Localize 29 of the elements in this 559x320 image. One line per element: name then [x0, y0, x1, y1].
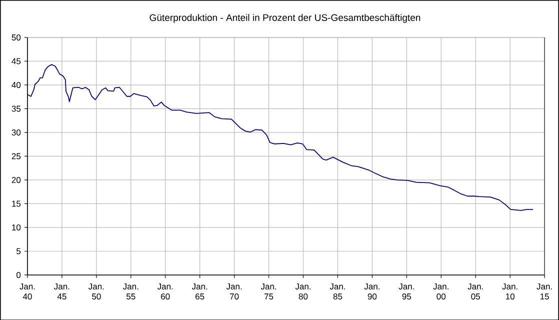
y-tick-label: 40	[12, 82, 21, 88]
y-tick-label: 50	[12, 34, 21, 40]
y-tick-label: 5	[16, 248, 21, 254]
x-tick-label: Jan. 50	[88, 283, 104, 300]
x-tick-label: Jan. 05	[468, 283, 483, 300]
y-tick-label: 0	[16, 272, 21, 278]
x-tick-label: Jan. 00	[433, 283, 448, 300]
x-tick-label: Jan. 95	[398, 283, 414, 300]
x-tick-label: Jan. 15	[536, 283, 552, 300]
x-tick-label: Jan. 60	[157, 283, 173, 300]
x-tick-label: Jan. 80	[295, 283, 311, 300]
x-tick-label: Jan. 65	[192, 283, 208, 300]
y-tick-label: 30	[12, 129, 21, 136]
y-tick-label: 10	[12, 224, 21, 230]
x-tick-label: Jan. 10	[502, 283, 518, 300]
x-tick-label: Jan. 85	[330, 283, 345, 300]
line-series	[27, 64, 534, 211]
y-tick-label: 20	[12, 176, 21, 183]
x-tick-label: Jan. 40	[20, 283, 35, 300]
y-tick-label: 45	[12, 58, 21, 64]
chart-title: Güterproduktion - Anteil in Prozent der US-Gesamtbeschäftigten	[150, 14, 420, 23]
y-tick-label: 15	[12, 200, 21, 206]
y-tick-label: 35	[12, 105, 21, 112]
x-tick-label: Jan. 45	[54, 283, 70, 300]
x-tick-label: Jan. 55	[122, 283, 138, 300]
y-tick-label: 25	[12, 152, 21, 160]
x-tick-label: Jan. 70	[226, 283, 242, 300]
x-tick-label: Jan. 75	[260, 283, 276, 300]
x-tick-label: Jan. 90	[364, 283, 380, 300]
